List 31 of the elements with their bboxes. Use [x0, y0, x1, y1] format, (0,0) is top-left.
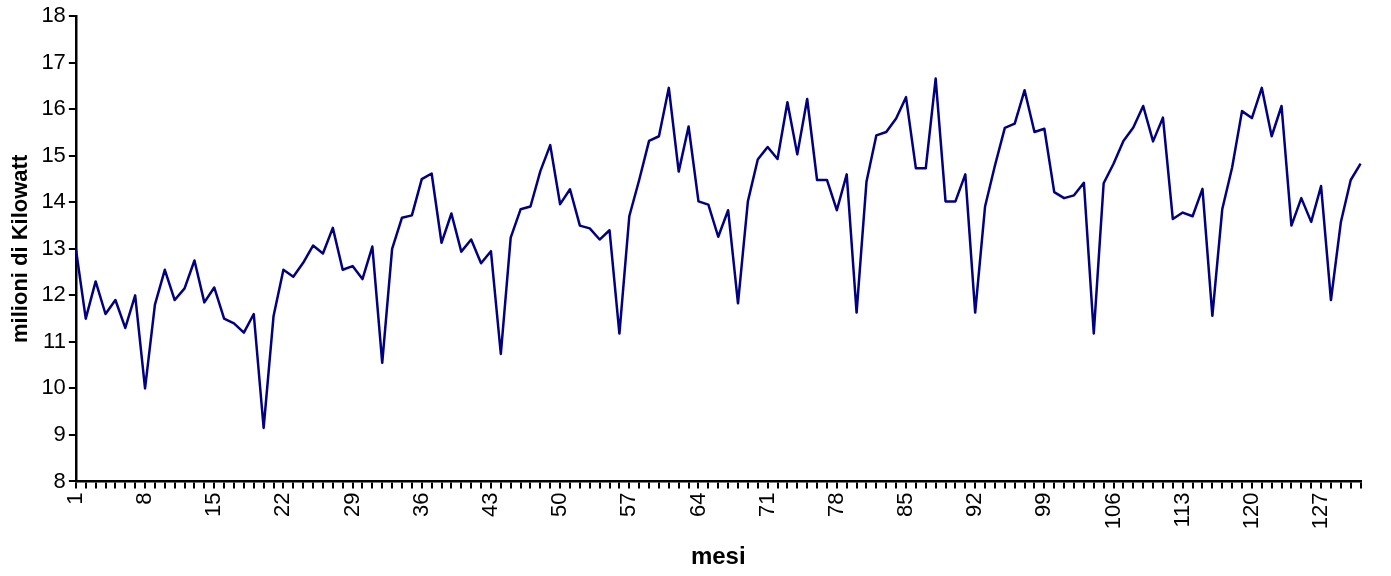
- y-tick-label: 16: [41, 95, 66, 121]
- x-tick-label: 8: [131, 492, 157, 505]
- x-tick-label: 78: [822, 492, 848, 517]
- x-tick-label: 1: [61, 492, 87, 505]
- y-tick-label: 12: [41, 281, 66, 307]
- x-tick-label: 57: [615, 492, 641, 517]
- y-tick-label: 15: [41, 141, 66, 167]
- x-tick-label: 50: [546, 492, 572, 517]
- x-tick-label: 120: [1237, 492, 1263, 530]
- y-tick-label: 9: [53, 421, 66, 447]
- y-tick-label: 10: [41, 374, 66, 400]
- x-tick-label: 15: [200, 492, 226, 517]
- y-tick-label: 13: [41, 234, 66, 260]
- x-tick-label: 99: [1030, 492, 1056, 517]
- x-tick-label: 92: [961, 492, 987, 517]
- y-axis-title: milioni di Kilowatt: [7, 154, 33, 343]
- y-tick-label: 17: [41, 48, 66, 74]
- y-tick-label: 14: [41, 188, 66, 214]
- x-tick-label: 22: [269, 492, 295, 517]
- x-tick-label: 85: [892, 492, 918, 517]
- x-tick-label: 64: [684, 492, 710, 517]
- x-tick-label: 43: [477, 492, 502, 517]
- x-tick-label: 29: [338, 492, 364, 517]
- x-tick-label: 106: [1099, 492, 1125, 530]
- x-tick-label: 71: [753, 492, 779, 517]
- x-tick-label: 36: [407, 492, 433, 517]
- x-tick-label: 113: [1168, 492, 1194, 528]
- x-tick-label: 127: [1307, 492, 1333, 530]
- y-tick-label: 11: [43, 327, 66, 353]
- y-tick-label: 18: [41, 2, 66, 28]
- x-axis-title: mesi: [690, 542, 746, 570]
